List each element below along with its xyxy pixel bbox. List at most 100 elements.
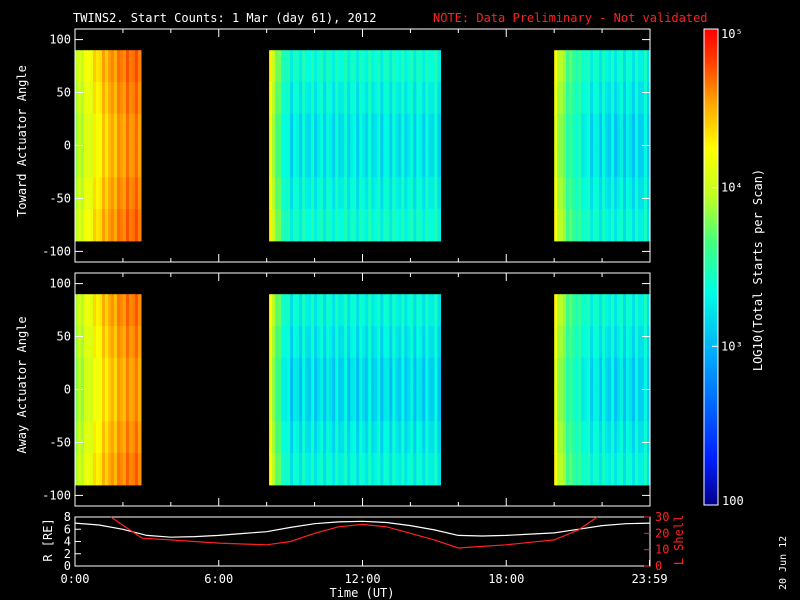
heatmap-cell (107, 50, 112, 83)
heatmap-cell (611, 145, 615, 178)
heatmap-cell (96, 82, 100, 115)
heatmap-cell (575, 145, 579, 178)
heatmap-cell (317, 421, 321, 454)
heatmap-cell (317, 326, 321, 359)
heatmap-cell (629, 326, 633, 359)
heatmap-cell (125, 113, 130, 147)
heatmap-cell (419, 294, 423, 327)
heatmap-cell (626, 209, 630, 242)
heatmap-cell (644, 326, 648, 359)
heatmap-cell (125, 453, 130, 486)
heatmap-cell (377, 389, 381, 422)
heatmap-cell (125, 209, 130, 242)
heatmap-cell (119, 145, 124, 178)
heatmap-cell (116, 357, 121, 391)
ytick-label: 0 (64, 559, 71, 573)
heatmap-cell (323, 453, 327, 486)
heatmap-cell (84, 421, 88, 454)
heatmap-cell (314, 177, 318, 210)
heatmap-cell (356, 177, 360, 210)
heatmap-cell (96, 389, 100, 422)
heatmap-cell (125, 389, 130, 422)
heatmap-cell (335, 209, 339, 242)
heatmap-cell (305, 421, 309, 454)
heatmap-cell (563, 357, 567, 391)
heatmap-cell (605, 453, 609, 486)
heatmap-cell (87, 209, 91, 242)
heatmap-cell (599, 209, 603, 242)
heatmap-cell (305, 326, 309, 359)
heatmap-cell (593, 357, 597, 391)
heatmap-cell (422, 82, 426, 115)
heatmap-cell (401, 50, 405, 83)
heatmap-cell (410, 357, 414, 391)
heatmap-cell (608, 294, 612, 327)
heatmap-cell (575, 453, 579, 486)
heatmap-cell (587, 453, 591, 486)
heatmap-cell (290, 421, 294, 454)
heatmap-cell (329, 421, 333, 454)
heatmap-cell (314, 389, 318, 422)
heatmap-cell (75, 50, 79, 83)
heatmap-cell (134, 453, 139, 486)
heatmap-cell (389, 177, 393, 210)
heatmap-cell (311, 294, 315, 327)
heatmap-cell (557, 113, 561, 147)
heatmap-cell (275, 50, 279, 83)
heatmap-cell (572, 389, 576, 422)
heatmap-cell (350, 453, 354, 486)
heatmap-cell (299, 145, 303, 178)
heatmap-cell (428, 389, 432, 422)
heatmap-cell (131, 50, 136, 83)
heatmap-cell (81, 177, 85, 210)
heatmap-cell (416, 50, 420, 83)
heatmap-cell (311, 389, 315, 422)
heatmap-cell (386, 294, 390, 327)
heatmap-cell (87, 326, 91, 359)
heatmap-cell (554, 357, 558, 391)
heatmap-cell (84, 357, 88, 391)
heatmap-cell (563, 326, 567, 359)
heatmap-cell (84, 453, 88, 486)
heatmap-cell (383, 177, 387, 210)
heatmap-cell (584, 145, 588, 178)
heatmap-cell (425, 145, 429, 178)
heatmap-cell (338, 294, 342, 327)
heatmap-cell (410, 209, 414, 242)
heatmap-cell (99, 326, 103, 359)
heatmap-cell (107, 389, 112, 422)
heatmap-cell (317, 50, 321, 83)
heatmap-cell (113, 421, 118, 454)
heatmap-cell (566, 113, 570, 147)
heatmap-cell (272, 177, 276, 210)
heatmap-cell (275, 453, 279, 486)
heatmap-cell (437, 421, 441, 454)
heatmap-cell (75, 453, 79, 486)
heatmap-cell (569, 209, 573, 242)
heatmap-cell (84, 113, 88, 147)
heatmap-cell (395, 50, 399, 83)
heatmap-cell (308, 326, 312, 359)
heatmap-cell (395, 421, 399, 454)
heatmap-cell (605, 82, 609, 115)
heatmap-cell (416, 421, 420, 454)
heatmap-cell (395, 145, 399, 178)
heatmap-cell (560, 389, 564, 422)
heatmap-cell (407, 326, 411, 359)
heatmap-cell (638, 113, 642, 147)
heatmap-cell (281, 357, 285, 391)
heatmap-cell (302, 209, 306, 242)
heatmap-cell (431, 421, 435, 454)
heatmap-cell (374, 145, 378, 178)
heatmap-cell (620, 50, 624, 83)
heatmap-cell (605, 209, 609, 242)
heatmap-cell (404, 453, 408, 486)
heatmap-cell (641, 50, 645, 83)
heatmap-cell (413, 453, 417, 486)
heatmap-cell (104, 326, 109, 359)
heatmap-cell (383, 113, 387, 147)
heatmap-cell (107, 326, 112, 359)
heatmap-cell (110, 326, 115, 359)
heatmap-cell (122, 389, 127, 422)
heatmap-cell (122, 113, 127, 147)
